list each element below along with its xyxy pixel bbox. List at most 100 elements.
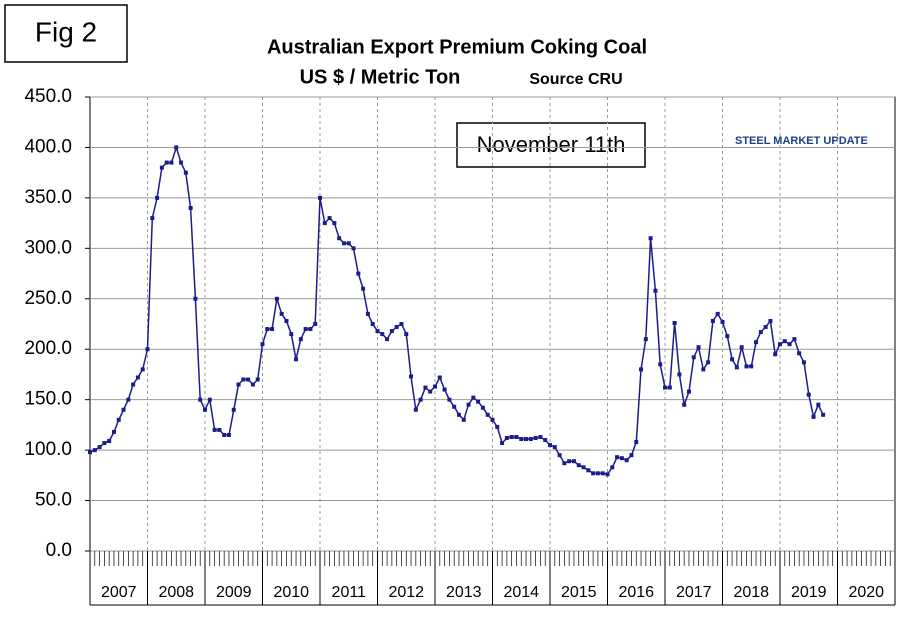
data-point (361, 286, 366, 291)
data-point (734, 365, 739, 370)
x-tick-label: 2020 (848, 584, 884, 601)
data-point (135, 375, 140, 380)
data-point (706, 360, 711, 365)
data-point (231, 407, 236, 412)
data-point (150, 216, 155, 221)
y-tick-label: 0.0 (46, 540, 72, 561)
data-point (246, 377, 251, 382)
data-point (159, 165, 164, 170)
data-point (370, 322, 375, 326)
data-point (730, 357, 735, 362)
data-point (509, 434, 514, 439)
data-point (174, 145, 179, 150)
data-point (298, 337, 303, 342)
data-point (164, 160, 169, 165)
data-point (663, 385, 667, 390)
data-point (88, 450, 92, 455)
data-point (111, 429, 116, 434)
data-point (241, 377, 246, 382)
data-point (318, 195, 322, 200)
data-point (782, 339, 787, 344)
data-point (169, 160, 174, 165)
data-point (203, 407, 207, 412)
data-line (89, 144, 824, 476)
figure-label: Fig 2 (35, 16, 97, 47)
data-point (514, 434, 519, 439)
data-point (682, 402, 687, 407)
data-point (619, 456, 624, 461)
data-point (533, 436, 538, 441)
data-point (667, 385, 672, 390)
data-point (447, 397, 452, 402)
data-point (236, 382, 241, 387)
data-point (183, 170, 188, 175)
data-point (600, 471, 605, 476)
data-point (586, 468, 591, 473)
data-point (524, 437, 529, 442)
data-point (375, 329, 380, 334)
x-tick-label: 2012 (388, 584, 424, 601)
data-point (715, 311, 720, 316)
data-point (658, 362, 663, 367)
data-point (821, 412, 826, 417)
data-point (725, 334, 730, 339)
x-tick-label: 2007 (101, 584, 137, 601)
y-tick-label: 200.0 (24, 338, 72, 359)
data-point (677, 372, 682, 377)
data-point (648, 236, 653, 241)
data-point (749, 364, 754, 369)
data-point (758, 330, 763, 335)
data-point (102, 441, 107, 446)
data-point (615, 455, 620, 460)
data-point (385, 337, 390, 342)
source: Source CRU (529, 71, 622, 88)
x-tick-label: 2013 (446, 584, 482, 601)
x-tick-label: 2015 (561, 584, 597, 601)
data-point (155, 195, 160, 200)
logo: STEEL MARKET UPDATE (735, 135, 868, 147)
data-point (452, 404, 457, 409)
data-point (816, 402, 821, 407)
x-tick-label: 2014 (503, 584, 539, 601)
data-point (294, 357, 299, 362)
data-point (567, 459, 572, 464)
data-point (787, 342, 792, 347)
data-point (322, 221, 327, 226)
data-point (471, 395, 476, 400)
annotation-box (456, 122, 646, 168)
data-point (126, 397, 131, 402)
data-point (313, 322, 318, 326)
data-point (289, 332, 294, 337)
data-point (806, 392, 811, 397)
data-point (279, 311, 284, 316)
data-point (265, 327, 270, 332)
y-tick-label: 50.0 (35, 490, 72, 511)
x-tick-label: 2019 (791, 584, 827, 601)
data-point (308, 327, 313, 332)
data-point (351, 246, 356, 251)
data-point (490, 417, 495, 422)
data-point (284, 318, 289, 323)
data-point (394, 325, 399, 330)
data-point (409, 374, 414, 379)
data-point (480, 405, 485, 410)
figure-label-box (4, 4, 128, 63)
data-point (629, 453, 634, 458)
data-point (768, 318, 773, 323)
data-point (107, 439, 112, 444)
chart-title: Australian Export Premium Coking Coal (267, 36, 647, 58)
x-tick-label: 2018 (733, 584, 769, 601)
data-point (121, 407, 126, 412)
data-point (423, 385, 428, 390)
data-point (226, 432, 231, 437)
data-point (778, 342, 782, 347)
data-point (466, 402, 471, 407)
data-point (207, 397, 212, 402)
data-point (500, 441, 505, 446)
x-tick-label: 2008 (158, 584, 194, 601)
data-point (131, 382, 136, 387)
data-point (255, 377, 260, 382)
data-point (710, 318, 715, 323)
x-tick-label: 2016 (618, 584, 654, 601)
